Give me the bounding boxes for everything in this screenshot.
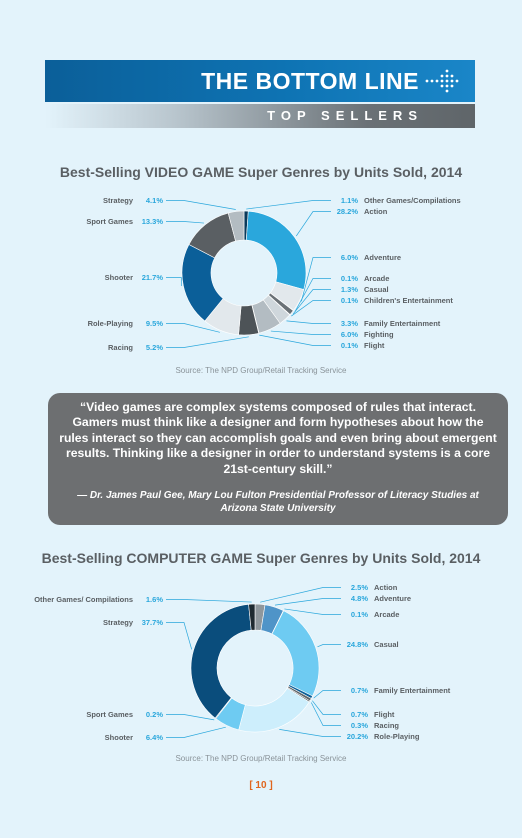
leader-line xyxy=(279,729,341,737)
leader-line xyxy=(313,690,341,699)
slice-strategy xyxy=(190,603,252,719)
quote-attribution: — Dr. James Paul Gee, Mary Lou Fulton Pr… xyxy=(77,490,479,514)
data-label: 13.3% xyxy=(142,217,164,226)
data-label: 0.1% xyxy=(341,274,358,283)
leader-line xyxy=(246,200,331,210)
slice-action xyxy=(245,210,307,290)
leader-line xyxy=(294,278,331,312)
data-label: 5.2% xyxy=(146,343,163,352)
data-label: 0.2% xyxy=(146,710,163,719)
data-label: 20.2% xyxy=(347,732,369,741)
chart-source: Source: The NPD Group/Retail Tracking Se… xyxy=(175,366,347,375)
leader-line xyxy=(166,599,252,603)
data-label: 4.1% xyxy=(146,196,163,205)
legend-label: Casual xyxy=(374,640,399,649)
legend-label: Shooter xyxy=(105,733,133,742)
data-label: 1.6% xyxy=(146,595,163,604)
leader-line xyxy=(166,221,205,224)
legend-label: Family Entertainment xyxy=(374,686,451,695)
legend-label: Fighting xyxy=(364,330,394,339)
chart-title: Best-Selling COMPUTER GAME Super Genres … xyxy=(41,550,481,566)
leader-line xyxy=(270,330,331,335)
computer-game-genres-donut-chart: 2.5% Action 4.8% Adventure 0.1% Arcade 24.8% Ca… xyxy=(34,583,451,742)
data-label: 0.1% xyxy=(341,341,358,350)
data-label: 24.8% xyxy=(347,640,369,649)
page-subtitle: TOP SELLERS xyxy=(267,108,423,123)
legend-label: Sport Games xyxy=(86,710,133,719)
page-number: [ 10 ] xyxy=(249,780,273,791)
legend-label: Arcade xyxy=(374,610,399,619)
data-label: 21.7% xyxy=(142,273,164,282)
data-label: 0.1% xyxy=(341,296,358,305)
legend-label: Shooter xyxy=(105,273,133,282)
data-label: 0.3% xyxy=(351,721,368,730)
leader-line xyxy=(166,336,249,348)
arrow-right-icon xyxy=(425,69,459,93)
leader-line xyxy=(274,598,341,606)
data-label: 4.8% xyxy=(351,594,368,603)
leader-line xyxy=(292,289,331,315)
leader-line xyxy=(166,726,226,738)
data-label: 6.4% xyxy=(146,733,163,742)
data-label: 28.2% xyxy=(337,207,359,216)
legend-label: Other Games/Compilations xyxy=(364,196,461,205)
legend-label: Adventure xyxy=(374,594,411,603)
data-label: 0.1% xyxy=(351,610,368,619)
legend-label: Racing xyxy=(108,343,133,352)
chart-title: Best-Selling VIDEO GAME Super Genres by … xyxy=(59,164,463,180)
legend-label: Action xyxy=(364,207,388,216)
leader-line xyxy=(260,587,341,603)
slice-other-games-compilations xyxy=(248,603,256,631)
data-label: 3.3% xyxy=(341,319,358,328)
legend-label: Strategy xyxy=(103,196,134,205)
legend-label: Children's Entertainment xyxy=(364,296,453,305)
legend-label: Action xyxy=(374,583,398,592)
slice-strategy xyxy=(227,210,245,242)
legend-label: Other Games/ Compilations xyxy=(34,595,133,604)
page-title: THE BOTTOM LINE xyxy=(201,68,419,94)
quote-box: “Video games are complex systems compose… xyxy=(48,393,508,525)
data-label: 0.7% xyxy=(351,686,368,695)
header-banner: THE BOTTOM LINE xyxy=(45,60,475,102)
data-label: 37.7% xyxy=(142,618,164,627)
data-label: 6.0% xyxy=(341,330,358,339)
leader-line xyxy=(312,700,341,715)
leader-line xyxy=(259,334,331,346)
data-label: 2.5% xyxy=(351,583,368,592)
leader-line xyxy=(317,644,341,648)
legend-label: Adventure xyxy=(364,253,401,262)
legend-label: Role-Playing xyxy=(374,732,420,741)
leader-line xyxy=(166,714,215,721)
legend-label: Family Entertainment xyxy=(364,319,441,328)
legend-label: Sport Games xyxy=(86,217,133,226)
leader-line xyxy=(166,622,193,650)
leader-line xyxy=(284,608,341,615)
data-label: 0.7% xyxy=(351,710,368,719)
leader-line xyxy=(166,277,182,286)
legend-label: Flight xyxy=(364,341,385,350)
legend-label: Arcade xyxy=(364,274,389,283)
legend-label: Flight xyxy=(374,710,395,719)
leader-line xyxy=(166,323,220,333)
leader-line xyxy=(286,320,331,324)
quote-text: “Video games are complex systems compose… xyxy=(59,400,497,476)
slice-casual xyxy=(271,610,320,697)
legend-label: Racing xyxy=(374,721,399,730)
leader-line xyxy=(166,200,236,210)
leader-line xyxy=(291,300,331,317)
leader-line xyxy=(310,702,341,726)
data-label: 9.5% xyxy=(146,319,163,328)
leader-line xyxy=(301,257,331,302)
data-label: 1.3% xyxy=(341,285,358,294)
data-label: 1.1% xyxy=(341,196,358,205)
header-subbar: TOP SELLERS xyxy=(45,104,475,128)
leader-line xyxy=(295,211,331,237)
data-label: 6.0% xyxy=(341,253,358,262)
video-game-genres-donut-chart: 1.1% Other Games/Compilations 28.2% Action 6… xyxy=(86,196,461,352)
legend-label: Role-Playing xyxy=(88,319,134,328)
chart-source: Source: The NPD Group/Retail Tracking Se… xyxy=(175,754,347,763)
legend-label: Strategy xyxy=(103,618,134,627)
legend-label: Casual xyxy=(364,285,389,294)
